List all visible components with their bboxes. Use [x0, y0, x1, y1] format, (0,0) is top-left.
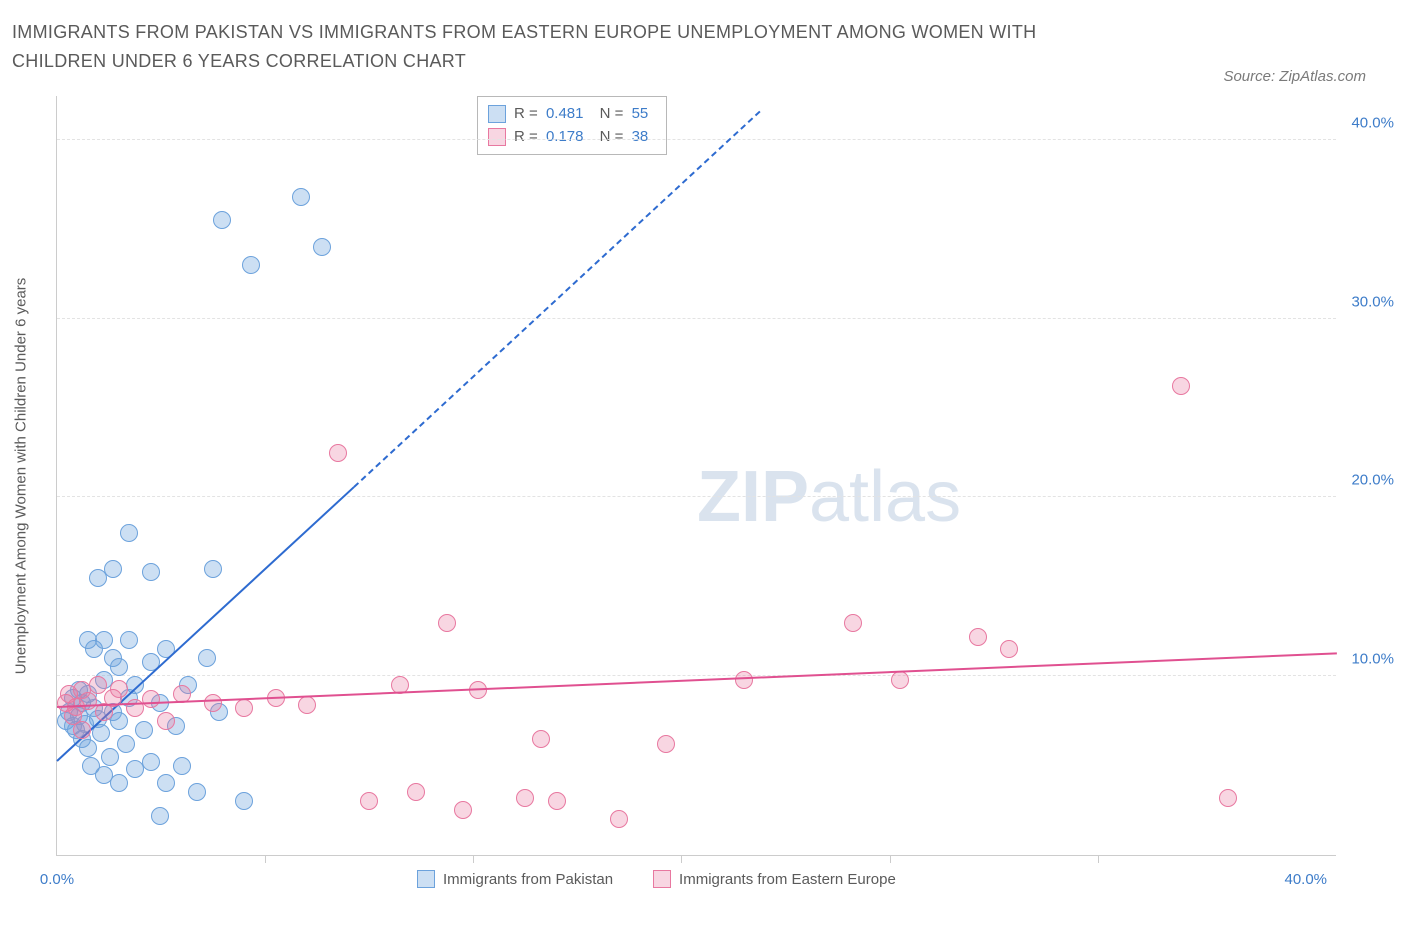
data-point — [126, 676, 144, 694]
legend-label: Immigrants from Pakistan — [443, 871, 613, 888]
gridline — [57, 318, 1336, 319]
data-point — [360, 792, 378, 810]
data-point — [438, 614, 456, 632]
data-point — [1000, 640, 1018, 658]
data-point — [532, 730, 550, 748]
data-point — [969, 628, 987, 646]
stats-row: R = 0.481 N = 55 — [488, 103, 652, 126]
data-point — [407, 783, 425, 801]
data-point — [101, 748, 119, 766]
data-point — [142, 563, 160, 581]
data-point — [657, 735, 675, 753]
data-point — [157, 712, 175, 730]
data-point — [1219, 789, 1237, 807]
data-point — [242, 256, 260, 274]
data-point — [198, 649, 216, 667]
series-swatch — [488, 105, 506, 123]
data-point — [104, 560, 122, 578]
x-tick — [473, 855, 474, 863]
chart-title: IMMIGRANTS FROM PAKISTAN VS IMMIGRANTS F… — [12, 18, 1112, 76]
data-point — [89, 676, 107, 694]
data-point — [204, 560, 222, 578]
data-point — [110, 774, 128, 792]
data-point — [79, 739, 97, 757]
data-point — [142, 690, 160, 708]
y-axis-label: Unemployment Among Women with Children U… — [13, 277, 30, 674]
trend-line-extrapolated — [353, 111, 760, 488]
data-point — [117, 735, 135, 753]
data-point — [95, 631, 113, 649]
source-attribution: Source: ZipAtlas.com — [1223, 68, 1366, 85]
y-tick-label: 40.0% — [1342, 114, 1394, 131]
series-swatch — [417, 870, 435, 888]
data-point — [110, 658, 128, 676]
stats-row: R = 0.178 N = 38 — [488, 126, 652, 149]
x-tick-label: 40.0% — [1284, 871, 1327, 888]
gridline — [57, 139, 1336, 140]
gridline — [57, 496, 1336, 497]
data-point — [516, 789, 534, 807]
data-point — [1172, 377, 1190, 395]
data-point — [292, 188, 310, 206]
data-point — [151, 807, 169, 825]
gridline — [57, 675, 1336, 676]
legend-item: Immigrants from Pakistan — [417, 870, 613, 888]
x-tick — [681, 855, 682, 863]
data-point — [173, 757, 191, 775]
x-tick-label: 0.0% — [40, 871, 74, 888]
data-point — [235, 699, 253, 717]
data-point — [188, 783, 206, 801]
y-tick-label: 10.0% — [1342, 651, 1394, 668]
data-point — [844, 614, 862, 632]
x-tick — [265, 855, 266, 863]
data-point — [142, 753, 160, 771]
data-point — [454, 801, 472, 819]
data-point — [548, 792, 566, 810]
legend-item: Immigrants from Eastern Europe — [653, 870, 896, 888]
data-point — [329, 444, 347, 462]
x-tick — [1098, 855, 1099, 863]
data-point — [204, 694, 222, 712]
data-point — [135, 721, 153, 739]
y-tick-label: 30.0% — [1342, 293, 1394, 310]
data-point — [120, 524, 138, 542]
correlation-stats-box: R = 0.481 N = 55R = 0.178 N = 38 — [477, 96, 667, 155]
data-point — [298, 696, 316, 714]
data-point — [213, 211, 231, 229]
data-point — [120, 631, 138, 649]
data-point — [313, 238, 331, 256]
data-point — [110, 712, 128, 730]
data-point — [73, 721, 91, 739]
data-point — [235, 792, 253, 810]
x-tick — [890, 855, 891, 863]
chart-legend: Immigrants from Pakistan Immigrants from … — [417, 870, 896, 888]
data-point — [610, 810, 628, 828]
data-point — [110, 680, 128, 698]
y-tick-label: 20.0% — [1342, 472, 1394, 489]
series-swatch — [653, 870, 671, 888]
scatter-chart: Unemployment Among Women with Children U… — [56, 96, 1336, 856]
series-swatch — [488, 128, 506, 146]
legend-label: Immigrants from Eastern Europe — [679, 871, 896, 888]
data-point — [157, 774, 175, 792]
data-point — [735, 671, 753, 689]
data-point — [891, 671, 909, 689]
